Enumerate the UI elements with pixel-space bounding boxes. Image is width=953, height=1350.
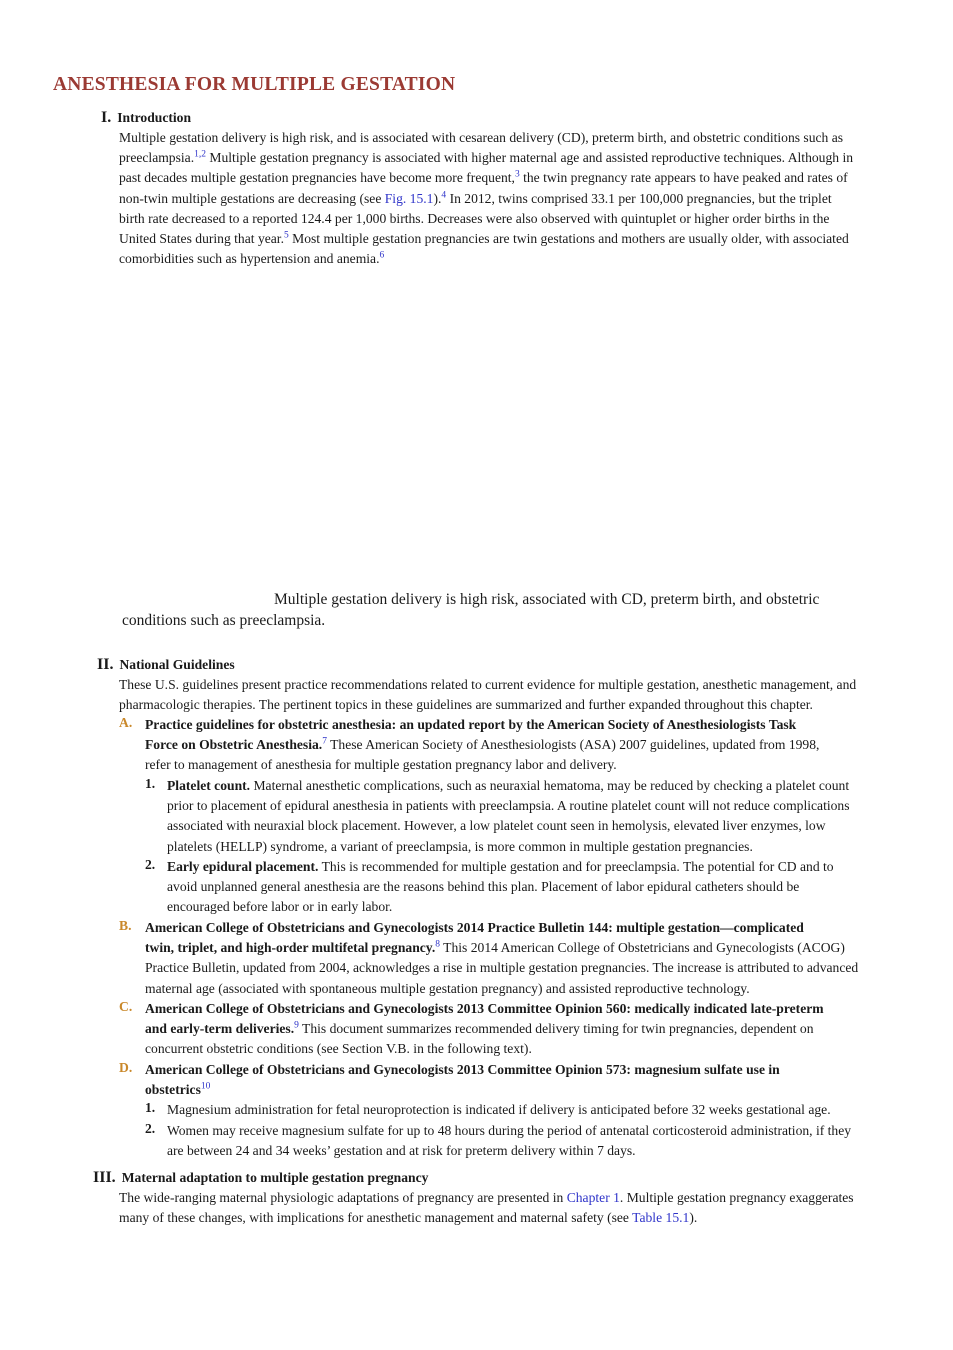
maternal-adaptation-paragraph: The wide-ranging maternal physiologic ad…	[119, 1188, 854, 1228]
subsection-letter: C.	[119, 999, 133, 1014]
text-line: pharmacologic therapies. The pertinent t…	[119, 697, 813, 713]
subsection-letter: B.	[119, 918, 132, 933]
text-line: United States during that year.	[119, 231, 284, 247]
text-line: These U.S. guidelines present practice r…	[119, 677, 857, 692]
list-number: 1.	[145, 1100, 156, 1115]
introduction-paragraph: Multiple gestation delivery is high risk…	[119, 128, 853, 269]
text-line: Practice Bulletin, updated from 2004, ac…	[145, 960, 859, 976]
text-line: birth rate decreased to a reported 124.4…	[119, 210, 830, 226]
text-line: refer to management of anesthesia for mu…	[145, 757, 617, 773]
section-title: Introduction	[117, 110, 192, 125]
text-line: ).	[689, 1210, 698, 1226]
text-line: . Multiple gestation pregnancy exaggerat…	[619, 1190, 854, 1205]
reference-link[interactable]: 9	[294, 1020, 299, 1031]
subsection-title: twin, triplet, and high-order multifetal…	[145, 940, 436, 956]
section-heading-maternal-adaptation: III. Maternal adaptation to multiple gest…	[93, 1169, 428, 1187]
reference-link[interactable]: 4	[441, 190, 447, 201]
reference-link[interactable]: 7	[322, 736, 327, 747]
reference-link[interactable]: 10	[200, 1081, 211, 1092]
text-line: Magnesium administration for fetal neuro…	[167, 1102, 831, 1117]
text-line: preeclampsia.	[119, 150, 195, 166]
reference-link[interactable]: 6	[379, 250, 385, 261]
text-line: prior to placement of epidural anesthesi…	[167, 798, 850, 814]
text-line: Multiple gestation delivery is high risk…	[119, 130, 844, 145]
list-item-magnesium-neuroprotection: Magnesium administration for fetal neuro…	[167, 1100, 831, 1120]
subsection-title: Force on Obstetric Anesthesia.	[145, 737, 323, 753]
figure-link[interactable]: Fig. 15.1	[384, 190, 434, 206]
text-line: avoid unplanned general anesthesia are t…	[167, 879, 800, 895]
list-number: 1.	[145, 776, 156, 791]
chapter-title: ANESTHESIA FOR MULTIPLE GESTATION	[53, 74, 456, 95]
text-line: comorbidities such as hypertension and a…	[119, 251, 380, 267]
text-line: This document summarizes recommended del…	[298, 1021, 814, 1037]
text-line: associated with neuraxial block placemen…	[167, 818, 826, 834]
text-line: Women may receive magnesium sulfate for …	[167, 1123, 852, 1138]
key-point-caption: Multiple gestation delivery is high risk…	[122, 589, 819, 631]
text-line: The wide-ranging maternal physiologic ad…	[119, 1190, 567, 1205]
section-number: I.	[101, 109, 112, 126]
list-number: 2.	[145, 1121, 156, 1136]
subsection-title: American College of Obstetricians and Gy…	[145, 920, 804, 935]
text-line: non-twin multiple gestations are decreas…	[119, 190, 385, 206]
text-line: encouraged before labor or in early labo…	[167, 899, 393, 915]
list-number: 2.	[145, 857, 156, 872]
reference-link[interactable]: 3	[514, 169, 520, 180]
section-title: Maternal adaptation to multiple gestatio…	[121, 1170, 429, 1185]
list-item-magnesium-duration: Women may receive magnesium sulfate for …	[167, 1121, 851, 1161]
guidelines-intro: These U.S. guidelines present practice r…	[119, 675, 856, 715]
subsection-letter: D.	[119, 1060, 133, 1075]
item-title: Platelet count.	[167, 778, 251, 793]
subsection-title: obstetrics	[145, 1082, 201, 1098]
list-item-platelet-count: Platelet count. Maternal anesthetic comp…	[167, 776, 850, 857]
text-line: Maternal anesthetic complications, such …	[250, 778, 850, 793]
table-link[interactable]: Table 15.1	[632, 1210, 690, 1226]
subsection-title: Practice guidelines for obstetric anesth…	[145, 717, 797, 732]
section-heading-introduction: I. Introduction	[101, 109, 191, 127]
subsection-title: and early-term deliveries.	[145, 1021, 295, 1037]
subsection-title: American College of Obstetricians and Gy…	[145, 1062, 780, 1077]
subsection-asa-guidelines: Practice guidelines for obstetric anesth…	[145, 715, 819, 776]
text-line: ).	[433, 190, 442, 206]
text-line: concurrent obstetric conditions (see Sec…	[145, 1041, 532, 1057]
chapter-link[interactable]: Chapter 1	[566, 1190, 620, 1205]
text-line: This 2014 American College of Obstetrici…	[440, 940, 845, 956]
text-line: These American Society of Anesthesiologi…	[326, 737, 820, 753]
text-line: many of these changes, with implications…	[119, 1210, 633, 1226]
subsection-acog-opinion-573: American College of Obstetricians and Gy…	[145, 1060, 780, 1100]
subsection-letter: A.	[119, 715, 133, 730]
reference-link[interactable]: 8	[435, 939, 441, 950]
section-number: III.	[93, 1169, 116, 1186]
text-line: are between 24 and 34 weeks’ gestation a…	[167, 1143, 636, 1159]
figure-placeholder	[118, 280, 898, 580]
subsection-acog-opinion-560: American College of Obstetricians and Gy…	[145, 999, 824, 1060]
text-line: platelets (HELLP) syndrome, a variant of…	[167, 838, 753, 854]
item-title: Early epidural placement.	[167, 859, 319, 874]
reference-link[interactable]: 5	[283, 230, 289, 241]
section-title: National Guidelines	[119, 657, 235, 672]
caption-line: Multiple gestation delivery is high risk…	[274, 591, 820, 608]
section-number: II.	[97, 656, 114, 673]
text-line: Multiple gestation pregnancy is associat…	[205, 150, 854, 166]
text-line: This is recommended for multiple gestati…	[318, 859, 834, 874]
text-line: In 2012, twins comprised 33.1 per 100,00…	[446, 190, 832, 206]
list-item-early-epidural: Early epidural placement. This is recomm…	[167, 857, 834, 918]
section-heading-national-guidelines: II. National Guidelines	[97, 656, 235, 674]
subsection-title: American College of Obstetricians and Gy…	[145, 1001, 824, 1016]
subsection-acog-bulletin-144: American College of Obstetricians and Gy…	[145, 918, 858, 999]
text-line: Most multiple gestation pregnancies are …	[288, 231, 849, 247]
text-line: past decades multiple gestation pregnanc…	[119, 170, 515, 186]
text-line: the twin pregnancy rate appears to have …	[519, 170, 848, 186]
caption-line: conditions such as preeclampsia.	[122, 612, 326, 629]
reference-link[interactable]: 1,2	[194, 149, 206, 160]
text-line: maternal age (associated with spontaneou…	[145, 980, 750, 996]
